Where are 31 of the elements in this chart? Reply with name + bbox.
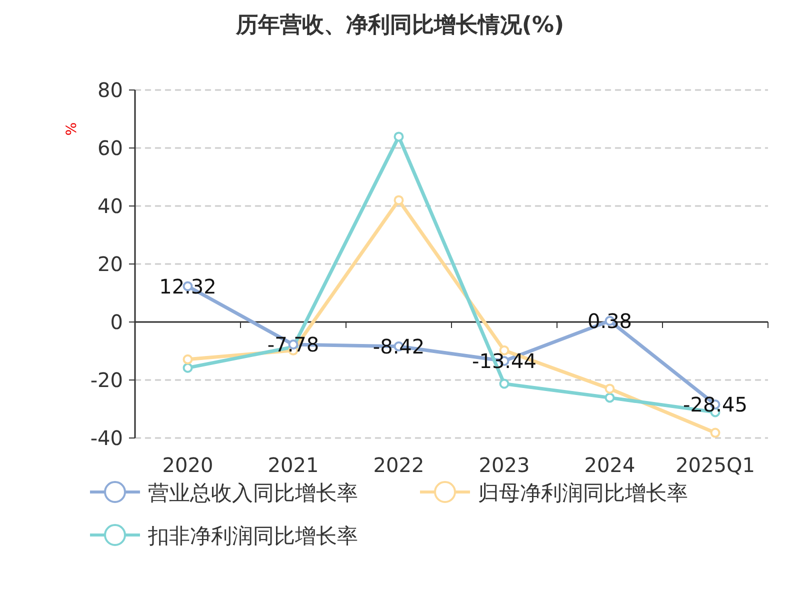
chart-title: 历年营收、净利同比增长情况(%) <box>234 13 564 38</box>
point <box>394 132 404 142</box>
point <box>710 428 720 438</box>
legend-label: 扣非净利润同比增长率 <box>147 524 358 548</box>
x-tick-label: 2024 <box>584 453 636 477</box>
y-tick-label: 40 <box>98 194 123 218</box>
y-axis-title: % <box>64 122 80 136</box>
data-label: -28.45 <box>683 392 748 417</box>
y-tick-label: 0 <box>110 310 123 334</box>
point <box>182 362 193 373</box>
data-label: -8.42 <box>372 334 425 358</box>
point <box>604 392 615 403</box>
legend-label: 归母净利润同比增长率 <box>478 481 688 505</box>
point <box>394 195 404 206</box>
x-tick-label: 2020 <box>162 453 214 477</box>
data-label: -13.44 <box>472 348 536 373</box>
y-tick-label: 60 <box>98 136 123 160</box>
point <box>182 354 193 364</box>
point <box>604 384 615 394</box>
legend-label: 营业总收入同比增长率 <box>148 481 358 505</box>
x-tick-label: 2022 <box>373 453 424 477</box>
x-tick-label: 2021 <box>268 453 319 477</box>
y-tick-label: -40 <box>90 426 123 450</box>
y-tick-label: 80 <box>98 78 123 102</box>
data-label: -7.78 <box>267 332 320 357</box>
x-tick-label: 2025Q1 <box>676 453 755 477</box>
y-tick-label: 20 <box>98 252 123 276</box>
y-tick-label: -20 <box>90 368 123 392</box>
point <box>499 378 510 389</box>
x-tick-label: 2023 <box>478 453 530 477</box>
data-label: 12.32 <box>159 274 216 298</box>
